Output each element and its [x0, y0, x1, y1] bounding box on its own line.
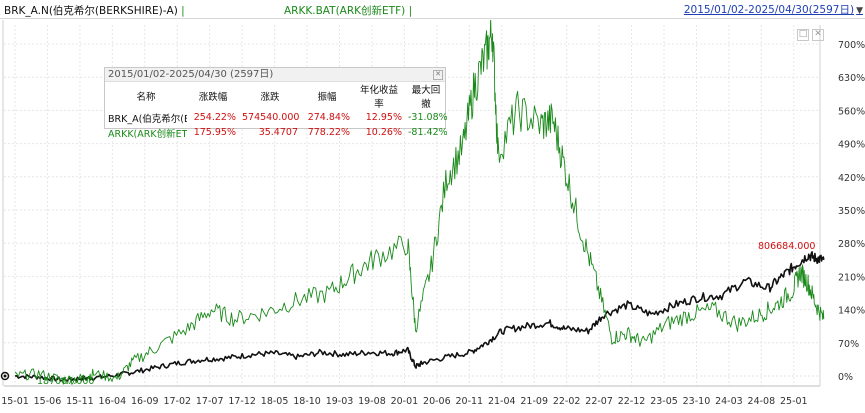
row-change-pct: 175.95%	[193, 127, 236, 138]
y-tick-label: 70%	[838, 339, 859, 350]
x-tick-label: 21-04	[488, 396, 516, 407]
row-change: 35.4707	[258, 127, 298, 138]
x-tick-label: 18-05	[261, 396, 289, 407]
stats-row-brk[interactable]: BRK_A(伯克希尔(BERI 254.22% 574540.000 274.8…	[105, 110, 447, 125]
x-tick-label: 16-04	[99, 396, 127, 407]
col-change-pct: 涨跌幅	[198, 92, 228, 103]
col-amplitude: 振幅	[317, 92, 337, 103]
row-amplitude: 274.84%	[307, 112, 350, 123]
x-tick-label: 25-01	[780, 396, 808, 407]
col-change: 涨跌	[260, 92, 280, 103]
series-line-brk[interactable]	[14, 251, 825, 382]
x-tick-label: 18-10	[293, 396, 321, 407]
x-tick-label: 24-03	[715, 396, 743, 407]
x-tick-label: 22-02	[553, 396, 581, 407]
row-name: BRK_A(伯克希尔(BERI	[108, 113, 187, 125]
x-tick-label: 22-07	[585, 396, 613, 407]
stats-panel: 2015/01/02-2025/04/30 (2597日) ✕ 名称 涨跌幅 涨…	[104, 67, 447, 140]
stats-panel-title: 2015/01/02-2025/04/30 (2597日)	[108, 69, 274, 80]
compare-security-label: ARKK.BAT(ARK创新ETF)	[284, 5, 406, 17]
chart-canvas[interactable]: 0% 70% 140% 210% 280% 350% 420% 490% 560% 630% 700…	[0, 17, 865, 410]
high-value-label: 806684.000	[758, 241, 816, 252]
row-name: ARKK(ARK创新ETF)	[108, 128, 187, 140]
title-separator: |	[181, 5, 185, 17]
col-name: 名称	[136, 92, 156, 103]
panel-window-buttons: □ ✕	[794, 26, 824, 41]
start-marker-dot	[3, 374, 7, 378]
series-line-arkk[interactable]	[14, 17, 825, 385]
x-tick-label: 23-05	[650, 396, 678, 407]
y-tick-label: 210%	[838, 272, 865, 283]
row-annual-return: 10.26%	[365, 127, 402, 138]
row-amplitude: 778.22%	[307, 127, 350, 138]
y-tick-label: 280%	[838, 239, 865, 250]
comparison-chart[interactable]: 0% 70% 140% 210% 280% 350% 420% 490% 560% 630% 700…	[0, 17, 865, 410]
x-tick-label: 15-06	[34, 396, 62, 407]
y-axis-ticks: 0% 70% 140% 210% 280% 350% 420% 490% 560% 630% 700…	[838, 40, 865, 383]
maximize-icon[interactable]: □	[797, 29, 809, 41]
col-max-drawdown: 最大回撤	[411, 85, 441, 110]
date-range-label: 2015/01/02-2025/04/30(2597日)	[683, 4, 855, 16]
series-lines	[14, 17, 825, 385]
chevron-down-icon[interactable]: ▼	[856, 6, 863, 16]
x-tick-label: 19-03	[326, 396, 354, 407]
stats-header-row: 名称 涨跌幅 涨跌 振幅 年化收益率 最大回撤	[105, 82, 447, 110]
main-security-label: BRK_A.N(伯克希尔(BERKSHIRE)-A)	[4, 5, 178, 17]
x-tick-label: 15-01	[1, 396, 29, 407]
date-range-selector[interactable]: 2015/01/02-2025/04/30(2597日) ▼	[684, 2, 863, 17]
x-tick-label: 21-09	[520, 396, 548, 407]
x-tick-label: 19-08	[358, 396, 386, 407]
y-tick-label: 560%	[838, 106, 865, 117]
row-max-drawdown: -81.42%	[408, 127, 447, 138]
main-security-title[interactable]: BRK_A.N(伯克希尔(BERKSHIRE)-A) |	[4, 3, 185, 18]
stats-row-arkk[interactable]: ARKK(ARK创新ETF) 175.95% 35.4707 778.22% 1…	[105, 125, 447, 140]
x-tick-label: 15-11	[66, 396, 94, 407]
x-tick-label: 24-08	[748, 396, 776, 407]
series-markers	[0, 371, 10, 381]
y-tick-label: 420%	[838, 173, 865, 184]
x-tick-label: 22-12	[618, 396, 646, 407]
row-max-drawdown: -31.08%	[408, 112, 447, 123]
y-tick-label: 0%	[838, 372, 853, 383]
y-tick-label: 140%	[838, 306, 865, 317]
row-annual-return: 12.95%	[365, 112, 402, 123]
row-change: 574540.000	[242, 112, 300, 123]
x-tick-label: 20-11	[455, 396, 483, 407]
x-tick-label: 17-02	[163, 396, 191, 407]
x-tick-label: 17-07	[196, 396, 224, 407]
compare-security-title[interactable]: ARKK.BAT(ARK创新ETF) |	[284, 3, 412, 18]
x-tick-label: 23-10	[683, 396, 711, 407]
header-bar: BRK_A.N(伯克希尔(BERKSHIRE)-A) | ARKK.BAT(AR…	[0, 0, 865, 19]
close-icon[interactable]: ✕	[812, 29, 824, 41]
y-tick-label: 350%	[838, 206, 865, 217]
x-axis-ticks: 15-01 15-06 15-11 16-04 16-09 17-02 17-07 17-12…	[1, 396, 807, 407]
x-tick-label: 20-01	[391, 396, 419, 407]
x-tick-label: 16-09	[131, 396, 159, 407]
row-change-pct: 254.22%	[193, 112, 236, 123]
stats-table: 名称 涨跌幅 涨跌 振幅 年化收益率 最大回撤 BRK_A(伯克希尔(BERI …	[105, 82, 447, 140]
title-trail-separator: |	[408, 5, 413, 17]
col-annual-return: 年化收益率	[359, 85, 398, 110]
low-value-label: 187067.000	[37, 376, 95, 387]
y-tick-label: 700%	[838, 40, 865, 51]
stats-close-icon[interactable]: ✕	[433, 70, 443, 80]
x-tick-label: 17-12	[228, 396, 256, 407]
stats-panel-header: 2015/01/02-2025/04/30 (2597日) ✕	[105, 68, 445, 82]
x-tick-label: 20-06	[423, 396, 451, 407]
y-tick-label: 630%	[838, 73, 865, 84]
y-tick-label: 490%	[838, 140, 865, 151]
